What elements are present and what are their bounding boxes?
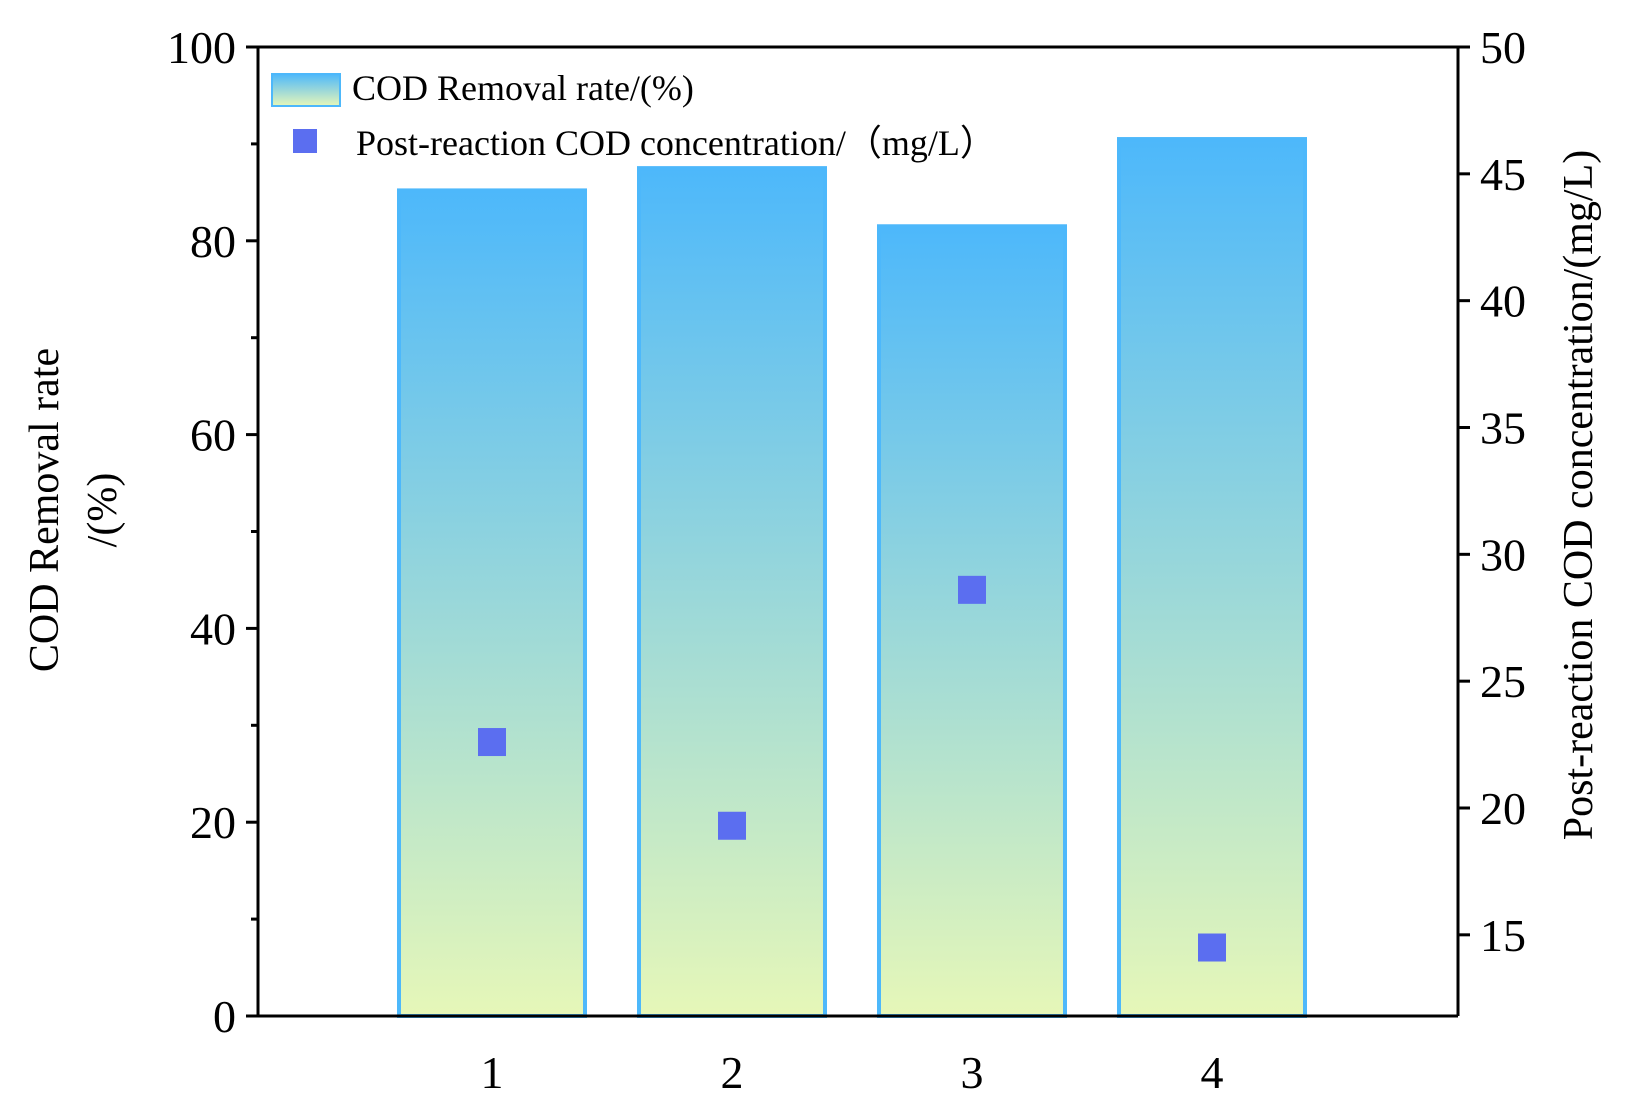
left-tick-label: 20 — [190, 797, 236, 848]
ticks-layer: 0 20 40 60 80 100 15 20 25 30 35 40 45 50 1 2 3 4 — [167, 22, 1526, 1098]
right-axis-title: Post-reaction COD concentration/(mg/L) — [1556, 150, 1602, 840]
left-tick-label: 60 — [190, 410, 236, 461]
left-axis-title-line2: /(%) — [80, 473, 126, 548]
right-tick-label: 20 — [1480, 783, 1526, 834]
left-axis-title-line1: COD Removal rate — [22, 348, 68, 672]
left-tick-label: 40 — [190, 603, 236, 654]
right-tick-label: 25 — [1480, 656, 1526, 707]
marker-1 — [478, 728, 506, 757]
right-tick-label: 30 — [1480, 529, 1526, 580]
bar-1 — [397, 188, 587, 1019]
marker-4 — [1198, 933, 1226, 962]
bar-4 — [1117, 137, 1307, 1018]
legend: COD Removal rate/(%) Post-reaction COD c… — [271, 68, 996, 163]
legend-bar-label: COD Removal rate/(%) — [352, 68, 694, 108]
left-tick-label: 0 — [213, 991, 236, 1042]
bars-layer — [397, 137, 1307, 1019]
marker-2 — [718, 811, 746, 840]
right-tick-label: 35 — [1480, 402, 1526, 453]
x-tick-label-2: 2 — [721, 1047, 744, 1098]
right-tick-label: 15 — [1480, 910, 1526, 961]
x-tick-label-4: 4 — [1201, 1047, 1224, 1098]
legend-bar-swatch — [271, 73, 341, 107]
x-tick-label-3: 3 — [961, 1047, 984, 1098]
right-tick-label: 50 — [1480, 22, 1526, 73]
legend-marker-label: Post-reaction COD concentration/（mg/L） — [356, 123, 996, 163]
bar-3 — [877, 224, 1067, 1018]
right-tick-label: 45 — [1480, 149, 1526, 200]
x-tick-label-1: 1 — [481, 1047, 504, 1098]
left-tick-label: 100 — [167, 22, 236, 73]
left-tick-label: 80 — [190, 216, 236, 267]
legend-marker-swatch — [293, 129, 317, 153]
marker-3 — [958, 575, 986, 604]
right-tick-label: 40 — [1480, 276, 1526, 327]
markers-layer — [478, 575, 1226, 962]
bar-2 — [637, 166, 827, 1018]
